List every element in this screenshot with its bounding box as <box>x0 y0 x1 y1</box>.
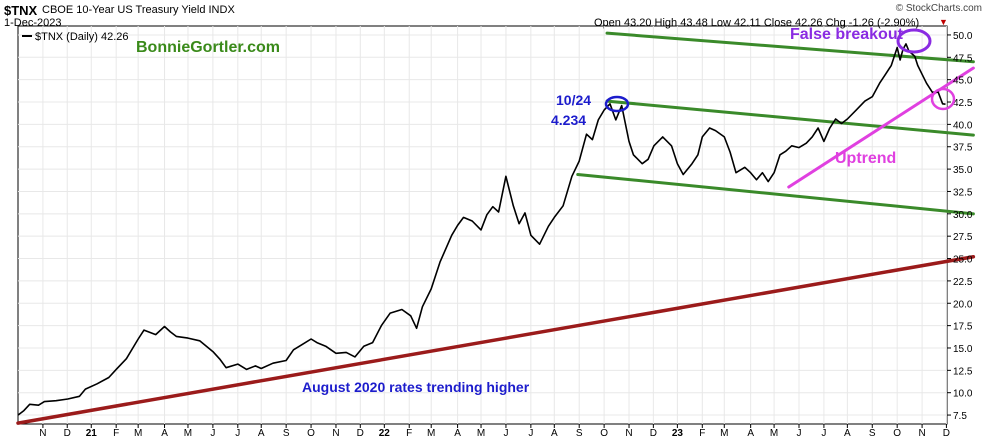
y-tick-label: 15.0 <box>953 344 973 355</box>
false-breakout-ellipse <box>896 28 932 54</box>
x-tick-label: S <box>869 428 876 438</box>
y-tick-label: 35.0 <box>953 165 973 176</box>
x-tick-label: J <box>528 428 533 438</box>
x-tick-label: 23 <box>672 428 684 438</box>
x-tick-label: M <box>770 428 778 438</box>
current-price-ellipse <box>930 87 956 111</box>
x-tick-label: N <box>625 428 632 438</box>
x-tick-label: M <box>477 428 485 438</box>
site-label: BonnieGortler.com <box>136 39 280 56</box>
chart-description: CBOE 10-Year US Treasury Yield INDX <box>42 4 235 16</box>
y-tick-label: 40.0 <box>953 120 973 131</box>
peak-highlight-ellipse <box>604 95 630 113</box>
x-tick-label: M <box>134 428 142 438</box>
chg-down-icon: ▼ <box>939 17 948 27</box>
x-tick-label: M <box>720 428 728 438</box>
price-series <box>17 43 946 416</box>
long-trend-label: August 2020 rates trending higher <box>302 379 530 395</box>
uptrend-label: Uptrend <box>835 150 896 167</box>
peak-value-label: 4.234 <box>551 112 586 128</box>
y-tick-label: 10.0 <box>953 389 973 400</box>
y-tick-label: 22.5 <box>953 277 973 288</box>
legend-label: $TNX (Daily) 42.26 <box>35 31 129 43</box>
x-tick-label: A <box>844 428 851 438</box>
x-tick-label: A <box>258 428 265 438</box>
x-tick-label: J <box>797 428 802 438</box>
y-tick-label: 32.5 <box>953 187 973 198</box>
plot-frame <box>17 25 948 425</box>
x-tick-label: N <box>918 428 925 438</box>
y-tick-label: 27.5 <box>953 232 973 243</box>
x-tick-label: S <box>283 428 290 438</box>
peak-date-label: 10/24 <box>556 92 591 108</box>
x-tick-label: O <box>600 428 608 438</box>
x-tick-label: O <box>307 428 315 438</box>
y-tick-label: 7.5 <box>953 411 967 422</box>
x-tick-label: M <box>184 428 192 438</box>
grid <box>18 26 947 424</box>
x-tick-label: J <box>210 428 215 438</box>
y-tick-label: 50.0 <box>953 31 973 42</box>
x-tick-label: N <box>39 428 46 438</box>
y-tick-label: 42.5 <box>953 98 973 109</box>
x-axis: N D 21 F M A M J J A S O N D 22 F M A M J J A S O N D 23 F M A M J J A S O N… <box>39 424 950 438</box>
y-tick-label: 12.5 <box>953 366 973 377</box>
x-tick-label: F <box>113 428 119 438</box>
y-tick-label: 30.0 <box>953 210 973 221</box>
y-tick-label: 25.0 <box>953 255 973 266</box>
x-tick-label: D <box>64 428 71 438</box>
x-tick-label: J <box>503 428 508 438</box>
y-tick-label: 37.5 <box>953 143 973 154</box>
x-tick-label: F <box>406 428 412 438</box>
false-breakout-label: False breakout <box>790 26 904 43</box>
symbol-label: $TNX <box>4 3 38 18</box>
x-tick-label: M <box>427 428 435 438</box>
y-tick-label: 47.5 <box>953 53 973 64</box>
x-tick-label: N <box>332 428 339 438</box>
x-tick-label: J <box>235 428 240 438</box>
x-tick-label: 21 <box>86 428 98 438</box>
x-tick-label: 22 <box>379 428 391 438</box>
x-tick-label: A <box>161 428 168 438</box>
x-tick-label: D <box>943 428 950 438</box>
x-tick-label: F <box>699 428 705 438</box>
x-tick-label: A <box>454 428 461 438</box>
trendlines <box>16 31 976 425</box>
price-line <box>17 43 946 416</box>
x-tick-label: A <box>747 428 754 438</box>
trendline-green-channel <box>576 172 975 216</box>
trendline-long-trend <box>16 255 976 425</box>
x-tick-label: O <box>893 428 901 438</box>
x-tick-label: A <box>551 428 558 438</box>
watermark: © StockCharts.com <box>895 3 982 14</box>
x-tick-label: D <box>650 428 657 438</box>
trendline-green-channel <box>605 99 975 137</box>
x-tick-label: D <box>357 428 364 438</box>
y-tick-label: 20.0 <box>953 299 973 310</box>
x-tick-label: S <box>576 428 583 438</box>
y-tick-label: 45.0 <box>953 76 973 87</box>
y-tick-label: 17.5 <box>953 322 973 333</box>
y-axis: 7.5 10.0 12.5 15.0 17.5 20.0 22.5 25.0 27.5 30.0 3… <box>947 31 973 422</box>
x-tick-label: J <box>821 428 826 438</box>
trendline-green-channel <box>605 31 975 64</box>
